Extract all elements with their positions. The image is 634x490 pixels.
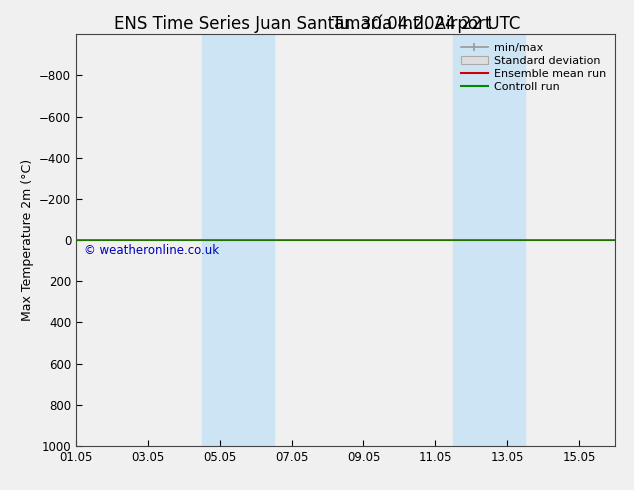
Text: Tu. 30.04.2024 22 UTC: Tu. 30.04.2024 22 UTC — [332, 15, 520, 33]
Text: © weatheronline.co.uk: © weatheronline.co.uk — [84, 244, 219, 257]
Y-axis label: Max Temperature 2m (°C): Max Temperature 2m (°C) — [20, 159, 34, 321]
Bar — [453, 34, 525, 446]
Text: ENS Time Series Juan Santamaría Intl. Airport: ENS Time Series Juan Santamaría Intl. Ai… — [114, 15, 491, 33]
Bar — [202, 34, 274, 446]
Legend: min/max, Standard deviation, Ensemble mean run, Controll run: min/max, Standard deviation, Ensemble me… — [457, 40, 609, 95]
